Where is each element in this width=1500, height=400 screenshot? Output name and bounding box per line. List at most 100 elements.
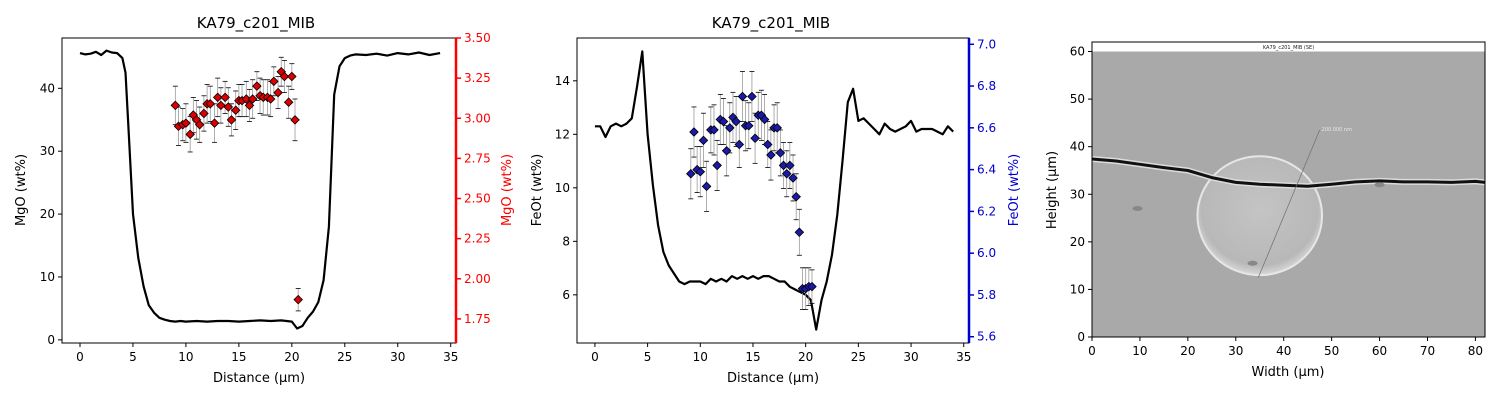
data-point [181,118,191,128]
right-y-tick-label: 2.25 [464,232,491,246]
data-point [698,135,709,146]
se-frame [1091,41,1486,338]
x-tick-label: 0 [76,350,84,364]
data-point [791,192,801,202]
data-point [244,100,255,111]
data-point [194,119,205,130]
x-tick-label: 10 [1132,344,1147,358]
melt-inclusion [1196,155,1324,277]
data-point [241,94,252,104]
x-tick-label: 20 [284,350,299,364]
x-tick-label: 50 [1324,344,1339,358]
se-xlabel: Width (µm) [1252,365,1325,380]
small-spots [1132,182,1385,266]
mgo-ylabel-right: MgO (wt%) [500,154,515,226]
data-point [170,100,181,111]
data-point [794,227,805,238]
data-point [287,71,297,82]
data-point [721,146,732,156]
data-point [747,91,757,102]
se-x-axis: 0 10 20 30 40 50 60 70 80 [1088,337,1483,358]
mgo-ylabel: MgO (wt%) [14,154,29,226]
y-tick-label: 50 [1070,92,1085,106]
data-point [686,169,696,179]
x-tick-label: 30 [903,350,918,364]
x-tick-label: 20 [798,350,813,364]
se-image: 200.000 nm KA79_c201_MIB (SE) [1092,42,1485,337]
data-point [695,166,706,177]
x-tick-label: 15 [745,350,760,364]
feot-xlabel: Distance (µm) [727,371,819,386]
x-tick-label: 10 [178,350,193,364]
data-point [762,139,773,150]
right-y-tick-label: 6.0 [977,246,996,260]
se-ylabel: Height (µm) [1045,151,1060,229]
data-point [766,150,776,160]
feot-marker-layer [686,71,817,310]
x-tick-label: 40 [1276,344,1291,358]
data-point [283,97,294,107]
panel-se-image: 200.000 nm KA79_c201_MIB (SE) 0 10 20 30 40 5… [1045,41,1486,380]
data-point [279,71,290,82]
right-y-tick-label: 3.00 [464,111,491,125]
data-point [252,81,262,91]
data-point [223,102,234,112]
data-point [737,91,748,102]
mgo-marker-layer [170,56,303,312]
spot [1247,260,1258,266]
data-point [701,181,712,192]
data-point [731,116,741,127]
profile-line [79,49,441,330]
mgo-title: KA79_c201_MIB [197,14,315,33]
y-tick-label: 30 [40,144,55,158]
x-tick-label: 80 [1468,344,1483,358]
data-point [220,92,230,103]
x-tick-label: 35 [956,350,971,364]
image-caption: KA79_c201_MIB (SE) [1263,45,1314,51]
data-point [718,116,729,127]
right-y-tick-label: 7.0 [977,37,996,51]
panel-feot: KA79_c201_MIB 0 5 10 15 20 25 30 35 6 8 10 12 14 5.… [530,14,1022,386]
feot-frame [576,37,970,344]
right-y-tick-label: 6.8 [977,79,996,93]
se-y-axis: 0 10 20 30 40 50 60 [1070,45,1092,344]
spot [1132,206,1143,212]
right-y-tick-label: 5.8 [977,288,996,302]
mgo-xlabel: Distance (µm) [213,371,305,386]
x-tick-label: 60 [1372,344,1387,358]
x-tick-label: 30 [390,350,405,364]
y-tick-label: 40 [40,81,55,95]
right-y-tick-label: 6.4 [977,163,996,177]
right-y-tick-label: 1.75 [464,312,491,326]
mgo-right-y-axis: 1.75 2.00 2.25 2.50 2.75 3.00 3.25 3.50 [456,31,491,326]
data-point [712,160,722,171]
x-tick-label: 5 [129,350,137,364]
x-tick-label: 30 [1228,344,1243,358]
spot [1374,182,1385,188]
data-point [788,173,798,183]
mgo-line-layer [79,49,441,330]
right-y-tick-label: 6.6 [977,121,996,135]
right-y-tick-label: 6.2 [977,204,996,218]
y-tick-label: 20 [1070,235,1085,249]
data-point [689,127,699,137]
right-y-tick-label: 2.50 [464,192,491,206]
data-point [709,125,719,135]
x-tick-label: 25 [337,350,352,364]
x-tick-label: 25 [851,350,866,364]
data-point [216,100,226,111]
data-point [743,120,754,131]
feot-title: KA79_c201_MIB [712,14,830,33]
data-point [759,114,770,125]
right-y-tick-label: 2.75 [464,151,491,165]
y-tick-label: 30 [1070,187,1085,201]
y-tick-label: 10 [1070,282,1085,296]
mgo-x-axis: 0 5 10 15 20 25 30 35 [76,343,458,364]
y-tick-label: 8 [562,234,570,248]
x-tick-label: 0 [1088,344,1096,358]
x-tick-label: 15 [231,350,246,364]
data-point [269,76,279,87]
data-point [781,169,792,179]
y-tick-label: 6 [562,288,570,302]
mgo-y-axis: 0 10 20 30 40 [40,81,62,347]
